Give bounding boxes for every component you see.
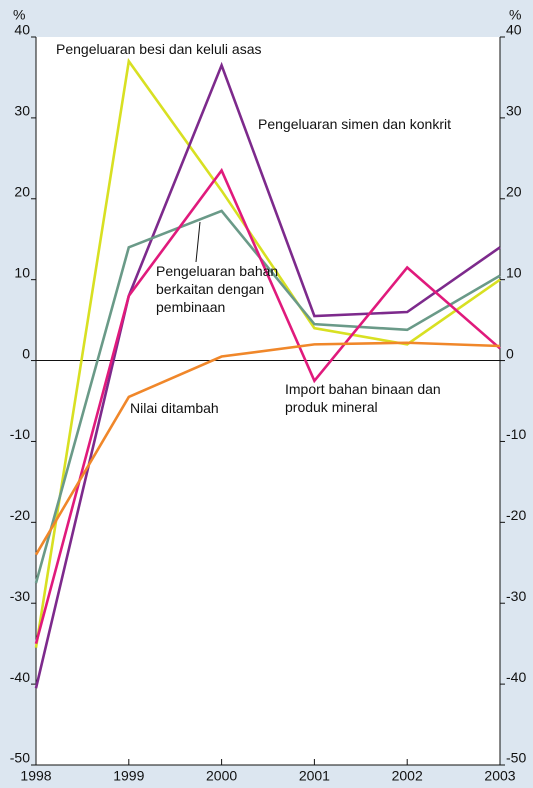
- y-tick-label-left: -30: [10, 588, 30, 604]
- series-label: Pengeluaran bahan berkaitan dengan pembi…: [156, 263, 279, 315]
- y-tick-label-left: -10: [10, 426, 30, 442]
- series-line: [34, 167, 501, 645]
- y-tick-label-left: 20: [14, 183, 30, 199]
- y-tick-label-left: -40: [10, 669, 30, 685]
- series-label: Import bahan binaan dan produk mineral: [285, 381, 441, 415]
- y-tick-label-right: 0: [506, 345, 514, 361]
- series-line: [34, 341, 501, 556]
- x-tick-label: 2003: [484, 768, 515, 784]
- y-tick-label-right: 40: [506, 22, 522, 38]
- y-tick-label-right: -20: [506, 507, 526, 523]
- series-line: [34, 209, 501, 584]
- y-unit-right: %: [509, 7, 521, 23]
- y-tick-label-left: -20: [10, 507, 30, 523]
- y-tick-label-right: -10: [506, 426, 526, 442]
- label-pointer: [195, 221, 201, 263]
- series-label: Pengeluaran besi dan keluli asas: [56, 41, 262, 57]
- x-tick-label: 1999: [113, 768, 144, 784]
- y-tick-label-left: 10: [14, 264, 30, 280]
- series-line: [34, 57, 501, 648]
- y-tick-label-right: -50: [506, 750, 526, 766]
- y-tick-label-right: 10: [506, 264, 522, 280]
- series-label: Pengeluaran simen dan konkrit: [258, 116, 452, 132]
- y-unit-left: %: [13, 7, 25, 23]
- y-tick-label-left: -50: [10, 750, 30, 766]
- series-label: Nilai ditambah: [130, 400, 219, 416]
- y-tick-label-left: 0: [22, 345, 30, 361]
- x-tick-label: 2000: [206, 768, 237, 784]
- x-tick-label: 2002: [392, 768, 423, 784]
- x-tick-label: 1998: [20, 768, 51, 784]
- y-tick-label-right: -40: [506, 669, 526, 685]
- y-tick-label-right: 30: [506, 103, 522, 119]
- x-tick-label: 2001: [299, 768, 330, 784]
- series-line: [34, 61, 501, 689]
- y-tick-label-right: -30: [506, 588, 526, 604]
- y-tick-label-right: 20: [506, 183, 522, 199]
- y-tick-label-left: 40: [14, 22, 30, 38]
- y-tick-label-left: 30: [14, 103, 30, 119]
